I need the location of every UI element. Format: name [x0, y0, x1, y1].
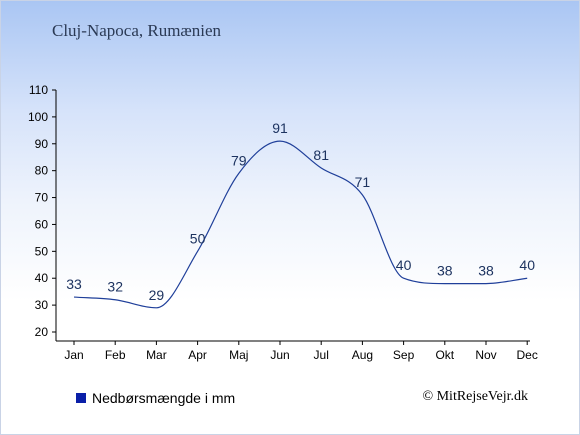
- y-tick-label: 20: [35, 325, 49, 339]
- x-tick-label: Dec: [517, 348, 538, 362]
- data-label: 32: [107, 279, 123, 295]
- data-label: 50: [190, 230, 206, 246]
- x-tick-label: Okt: [435, 348, 454, 362]
- data-label: 33: [66, 276, 82, 292]
- x-tick-label: Jul: [314, 348, 329, 362]
- x-tick-label: Maj: [229, 348, 248, 362]
- legend-label: Nedbørsmængde i mm: [92, 390, 236, 406]
- data-label: 38: [478, 263, 494, 279]
- x-tick-label: Apr: [188, 348, 207, 362]
- y-tick-label: 90: [35, 137, 49, 151]
- x-tick-label: Mar: [146, 348, 167, 362]
- data-label: 40: [519, 257, 535, 273]
- y-tick-label: 30: [35, 298, 49, 312]
- y-tick-label: 110: [29, 83, 48, 97]
- x-tick-label: Jun: [270, 348, 289, 362]
- precipitation-line: [73, 140, 528, 309]
- x-tick-label: Aug: [352, 348, 373, 362]
- y-tick-label: 50: [35, 244, 49, 258]
- data-label: 79: [231, 152, 247, 168]
- x-tick-label: Sep: [393, 348, 415, 362]
- legend-swatch: [76, 393, 86, 403]
- y-tick-label: 40: [35, 271, 49, 285]
- x-tick-label: Feb: [105, 348, 126, 362]
- credit-text: © MitRejseVejr.dk: [422, 389, 528, 404]
- chart-title: Cluj-Napoca, Rumænien: [52, 21, 222, 40]
- data-label: 40: [396, 257, 412, 273]
- y-tick-label: 60: [35, 217, 49, 231]
- axes: 20 30 40 50 60 70 80 90 100 110 Jan Feb Mar Apr Maj Jun…: [28, 83, 538, 362]
- series-group: [73, 140, 528, 309]
- x-tick-label: Jan: [64, 348, 83, 362]
- data-label: 29: [149, 287, 165, 303]
- data-label: 38: [437, 263, 453, 279]
- y-tick-label: 70: [35, 191, 49, 205]
- y-tick-label: 80: [35, 164, 49, 178]
- y-tick-label: 100: [28, 110, 48, 124]
- data-label: 91: [272, 120, 288, 136]
- data-label: 71: [355, 174, 371, 190]
- data-label: 81: [313, 147, 329, 163]
- x-tick-label: Nov: [475, 348, 496, 362]
- data-labels: 33 32 29 50 79 91 81 71 40 38 38 40: [66, 120, 535, 303]
- legend: Nedbørsmængde i mm: [76, 390, 235, 406]
